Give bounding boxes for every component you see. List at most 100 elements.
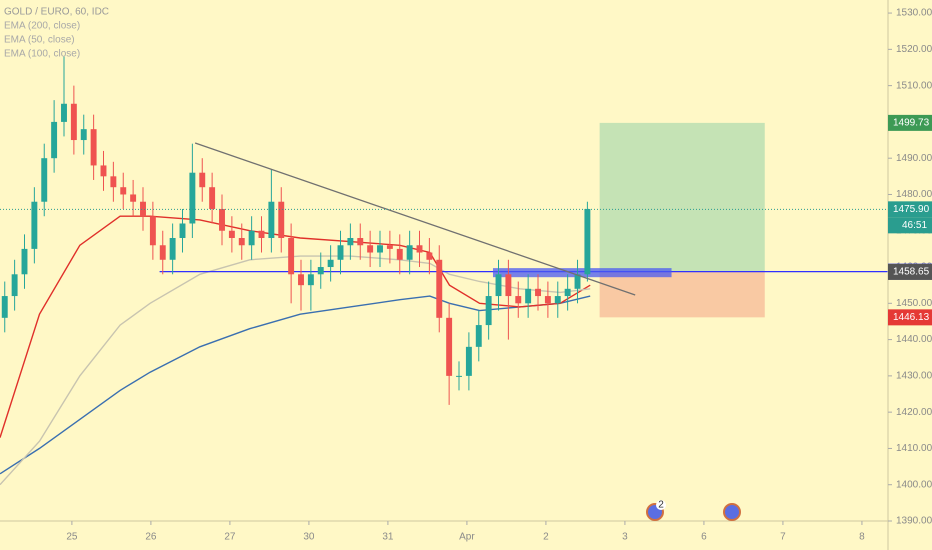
candle-body (110, 176, 117, 188)
chart-title: GOLD / EURO, 60, IDC (4, 7, 109, 18)
candle-body (189, 172, 196, 224)
candle-body (495, 274, 502, 297)
candle-body (544, 296, 551, 304)
profit-zone (599, 122, 765, 272)
x-tick-label: 6 (701, 532, 707, 543)
trendline (194, 142, 636, 296)
candle-body (130, 194, 137, 202)
y-tick-label: 1440.00 (896, 334, 932, 345)
countdown-bg (888, 217, 932, 234)
candle-body (446, 317, 453, 376)
candle-body (584, 208, 591, 275)
candle-body (337, 245, 344, 260)
candle-body (140, 201, 146, 217)
candle-body (485, 296, 492, 326)
candle-body (179, 223, 186, 239)
candle-body (31, 201, 38, 249)
candle-body (278, 201, 285, 239)
y-tick-label: 1430.00 (896, 371, 932, 382)
candle-body (377, 245, 383, 253)
candle-body (535, 288, 541, 297)
y-tick-label: 1490.00 (896, 153, 932, 164)
price-label: 1446.13 (893, 312, 930, 323)
candle-body (258, 230, 265, 239)
countdown: 46:51 (902, 220, 927, 231)
candle-body (70, 103, 77, 141)
price-label: 1499.73 (893, 118, 930, 129)
event-badge: 2 (658, 500, 664, 511)
price-label: 1458.65 (893, 267, 930, 278)
x-tick-label: 30 (303, 532, 315, 543)
candle-body (288, 238, 295, 275)
candle-body (80, 129, 87, 141)
candle-body (396, 248, 403, 260)
candle-body (100, 165, 107, 177)
price-label: 1475.90 (893, 204, 930, 215)
x-tick-label: 3 (622, 532, 628, 543)
supply-zone (492, 268, 672, 278)
price-label-bg (888, 309, 932, 326)
candle-body (21, 248, 28, 275)
candle-body (515, 296, 522, 304)
candle-body (564, 288, 571, 297)
candle-body (406, 245, 413, 260)
candle-body (41, 158, 48, 202)
candle-body (199, 172, 206, 188)
x-tick-label: 27 (224, 532, 236, 543)
candle-body (317, 267, 324, 275)
candle-body (219, 208, 225, 231)
candle-body (159, 245, 166, 260)
candle-body (574, 274, 581, 289)
candle-body (554, 296, 561, 304)
candle-body (268, 201, 275, 239)
x-tick-label: 8 (859, 532, 865, 543)
candle-body (426, 252, 433, 260)
candle-body (238, 238, 245, 246)
candle-body (475, 325, 482, 347)
x-tick-label: 7 (780, 532, 786, 543)
candle-body (228, 230, 235, 239)
y-tick-label: 1510.00 (896, 80, 932, 91)
candle-body (416, 245, 423, 253)
event-icon: 2 (646, 500, 741, 521)
x-tick-label: 2 (543, 532, 549, 543)
candle-body (436, 259, 443, 318)
y-tick-label: 1400.00 (896, 479, 932, 490)
candle-body (51, 121, 58, 159)
y-tick-label: 1410.00 (896, 443, 932, 454)
legend-entry: EMA (200, close) (4, 21, 80, 32)
loss-zone (599, 271, 765, 318)
candle-body (298, 274, 304, 286)
legend-entry: EMA (100, close) (4, 49, 80, 60)
candle-body (357, 238, 364, 246)
x-tick-label: 25 (66, 532, 78, 543)
candle-body (327, 259, 334, 268)
candle-body (248, 230, 255, 246)
candle-body (386, 245, 393, 249)
candle-body (11, 274, 18, 297)
x-tick-label: Apr (459, 532, 475, 543)
candle-body (525, 288, 532, 304)
plot-area (0, 56, 888, 486)
y-tick-label: 1420.00 (896, 407, 932, 418)
candle-body (61, 103, 67, 122)
legend-entry: EMA (50, close) (4, 35, 75, 46)
y-tick-label: 1450.00 (896, 298, 932, 309)
candle-body (347, 238, 354, 246)
y-tick-label: 1530.00 (896, 8, 932, 19)
candle-body (209, 187, 216, 209)
candle-body (307, 274, 314, 286)
candle-body (456, 375, 462, 377)
candle-body (465, 346, 472, 376)
y-tick-label: 1390.00 (896, 516, 932, 527)
price-label-bg (888, 201, 932, 218)
x-tick-label: 31 (382, 532, 394, 543)
candle-body (1, 296, 8, 318)
x-tick-label: 26 (145, 532, 157, 543)
candle-body (90, 129, 97, 166)
candle-body (149, 216, 156, 246)
candle-body (505, 274, 512, 297)
ema-line (0, 295, 591, 475)
ema-line (0, 215, 591, 438)
